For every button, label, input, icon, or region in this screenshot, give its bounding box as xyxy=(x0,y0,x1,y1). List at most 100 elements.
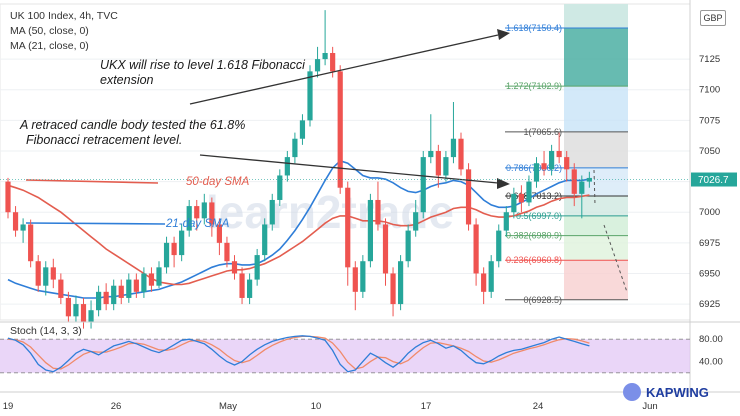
fib-band xyxy=(564,86,628,132)
candle-body xyxy=(511,193,517,213)
candle-body xyxy=(481,273,487,292)
candle xyxy=(526,175,532,207)
candle xyxy=(564,150,570,182)
candle xyxy=(103,283,109,311)
candle xyxy=(186,199,192,237)
fib-band xyxy=(564,196,628,216)
price-tick-label: 7000 xyxy=(699,207,720,218)
stoch-band xyxy=(0,339,690,373)
ma21-label: 21-day SMA xyxy=(166,218,230,230)
fib-level-label: 0(6928.5) xyxy=(523,295,562,305)
fib-band xyxy=(564,235,628,261)
candle xyxy=(224,236,230,268)
candle-body xyxy=(186,206,192,231)
candle-body xyxy=(345,187,351,268)
stoch-tick-label: 80.00 xyxy=(699,334,723,345)
fib-level-label: 1.272(7102.9) xyxy=(506,81,562,91)
candle xyxy=(314,46,321,78)
candle-body xyxy=(496,230,502,262)
candle-body xyxy=(247,279,253,298)
candle-body xyxy=(201,202,207,219)
candlesticks[interactable] xyxy=(5,10,592,329)
candle xyxy=(148,267,155,292)
candle xyxy=(277,169,283,207)
price-axis-bg xyxy=(690,0,740,416)
candle-body xyxy=(330,52,336,72)
candle-body xyxy=(314,59,321,72)
candle-body xyxy=(526,181,532,203)
indicator-ma21: MA (21, close, 0) xyxy=(10,40,89,52)
chart-title: UK 100 Index, 4h, TVC xyxy=(10,10,118,22)
time-tick-label: May xyxy=(219,401,237,412)
candle xyxy=(375,181,381,231)
annotation-arrows xyxy=(189,29,510,189)
candle xyxy=(533,157,540,188)
candle-body xyxy=(231,261,238,274)
candle-body xyxy=(435,150,441,176)
candle-body xyxy=(382,224,389,274)
candle xyxy=(579,175,585,219)
arrow-line-right xyxy=(199,154,499,184)
candle xyxy=(481,267,487,305)
candle-body xyxy=(126,279,132,298)
candle xyxy=(118,279,124,305)
candle-body xyxy=(405,230,411,262)
candle-body xyxy=(216,224,222,243)
time-tick-label: Jun xyxy=(642,401,657,412)
candle xyxy=(194,199,200,231)
candle xyxy=(322,10,328,66)
candle-body xyxy=(292,138,298,158)
candle xyxy=(231,255,238,280)
candle xyxy=(435,144,441,188)
annotation-retrace: A retraced candle body tested the 61.8% … xyxy=(20,118,245,148)
candle-body xyxy=(118,285,124,298)
candle xyxy=(50,258,56,289)
candle-body xyxy=(12,212,19,231)
candle xyxy=(141,267,147,298)
candle xyxy=(96,285,102,317)
time-axis[interactable]: 19 26 May 10 17 24 Jun xyxy=(0,391,740,412)
annotation-rise-line2: extension xyxy=(100,73,154,87)
fib-band xyxy=(564,260,628,300)
price-tick-label: 7075 xyxy=(699,115,720,126)
stoch-title: Stoch (14, 3, 3) xyxy=(10,325,82,337)
candle-body xyxy=(556,150,562,158)
fib-band xyxy=(564,131,628,168)
candle xyxy=(43,261,49,296)
fib-level-label: 1.618(7150.4) xyxy=(506,23,562,33)
stochastic-pane[interactable]: 80.00 40.00 xyxy=(0,321,740,374)
candle-body xyxy=(269,199,275,225)
candle-body xyxy=(88,310,94,323)
price-tick-label: 7125 xyxy=(699,54,720,65)
candle-body xyxy=(443,157,449,176)
currency-badge[interactable]: GBP xyxy=(700,10,726,26)
candle-body xyxy=(503,212,509,231)
candle xyxy=(5,177,11,219)
candle xyxy=(73,295,79,323)
candle-body xyxy=(148,273,155,286)
candle xyxy=(35,255,41,292)
candle-body xyxy=(284,157,290,176)
candle-body xyxy=(488,261,494,292)
candle xyxy=(345,181,351,286)
candle-body xyxy=(96,291,102,311)
candle xyxy=(458,132,464,176)
candle xyxy=(352,261,358,311)
candle xyxy=(292,132,298,164)
candle-body xyxy=(352,267,358,292)
candle-body xyxy=(337,71,343,188)
candle xyxy=(413,199,419,237)
candle xyxy=(239,267,245,305)
candle-body xyxy=(564,157,570,170)
candle xyxy=(465,163,472,231)
candle-body xyxy=(428,150,434,158)
candle xyxy=(209,197,215,237)
candle-body xyxy=(307,71,313,121)
candle xyxy=(12,206,19,237)
annotation-rise-line1: UKX will rise to level 1.618 Fibonacci xyxy=(100,58,305,72)
candle-body xyxy=(156,267,162,286)
candle-body xyxy=(171,242,177,256)
candle xyxy=(405,224,411,268)
